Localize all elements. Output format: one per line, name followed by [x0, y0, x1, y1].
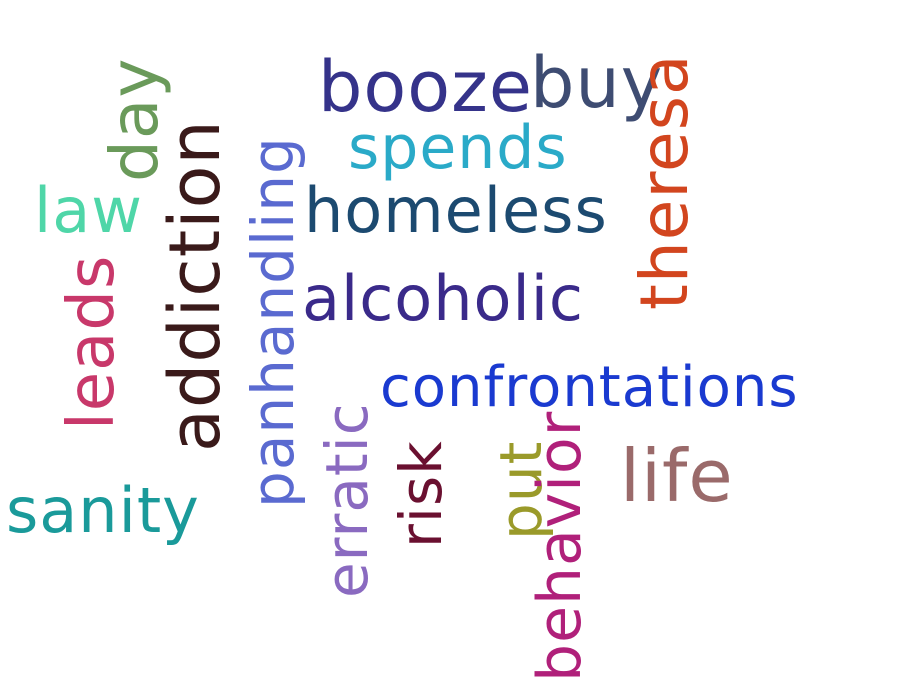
word-life: life: [620, 434, 734, 518]
word-leads: leads: [55, 254, 129, 430]
word-panhandling: panhandling: [239, 136, 307, 508]
word-booze: booze: [318, 46, 533, 128]
word-behavior: behavior: [525, 410, 595, 682]
word-homeless: homeless: [304, 174, 608, 247]
word-confrontations: confrontations: [380, 355, 799, 420]
word-buy: buy: [530, 42, 664, 124]
word-addiction: addiction: [154, 119, 236, 452]
word-risk: risk: [387, 440, 455, 548]
word-alcoholic: alcoholic: [302, 262, 585, 335]
word-law: law: [34, 174, 143, 247]
word-spends: spends: [348, 113, 568, 183]
word-erratic: erratic: [313, 402, 381, 598]
word-theresa: theresa: [626, 53, 703, 310]
word-sanity: sanity: [6, 474, 200, 547]
